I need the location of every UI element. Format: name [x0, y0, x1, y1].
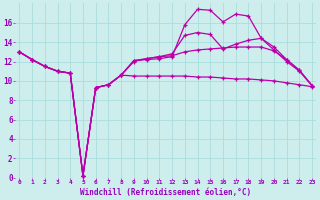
X-axis label: Windchill (Refroidissement éolien,°C): Windchill (Refroidissement éolien,°C) [80, 188, 251, 197]
